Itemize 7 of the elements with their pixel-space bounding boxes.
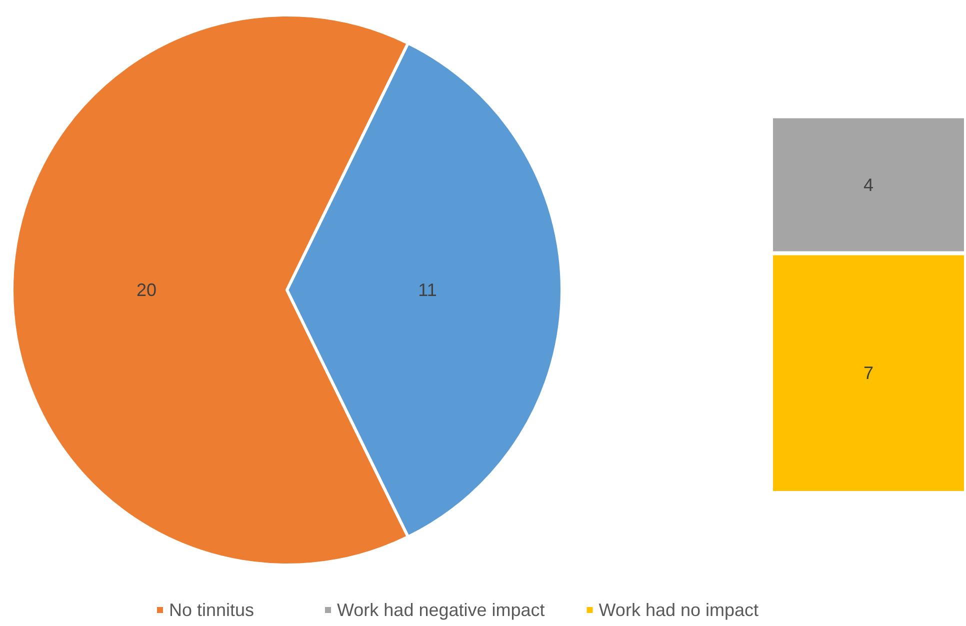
data-label: 11 xyxy=(418,280,437,300)
data-label: 7 xyxy=(863,363,874,384)
legend-label: No tinnitus xyxy=(169,600,254,620)
data-label: 4 xyxy=(863,174,874,195)
data-label: 20 xyxy=(136,280,157,300)
legend-label: Work had no impact xyxy=(598,600,759,620)
legend-label: Work had negative impact xyxy=(337,600,545,620)
